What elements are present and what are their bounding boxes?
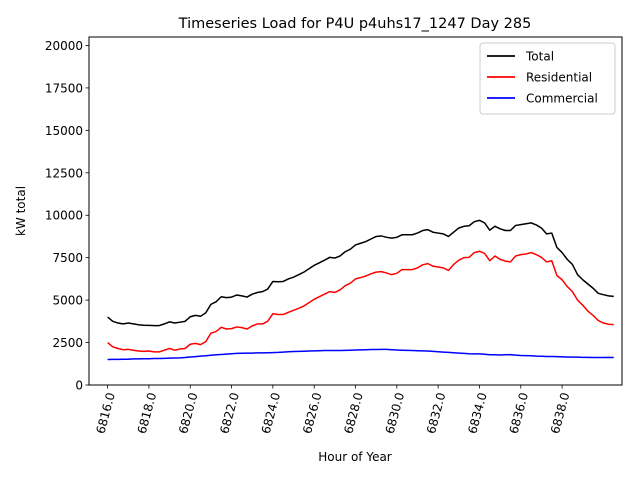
legend-label-residential: Residential: [526, 71, 592, 85]
series-layer: [107, 219, 614, 361]
x-tick-label: 6828.0: [341, 391, 365, 435]
y-tick-label: 5000: [52, 294, 83, 308]
x-tick-label: 6836.0: [507, 391, 531, 435]
series-line-commercial: [107, 348, 614, 361]
y-tick-label: 7500: [52, 251, 83, 265]
x-axis: 6816.0 6818.0 6820.0 6822.0 6824.0 6826.0 6828…: [93, 385, 572, 435]
legend-items: Total Residential Commercial: [487, 50, 598, 106]
series-line-total: [107, 219, 614, 327]
y-tick-label: 0: [75, 379, 83, 393]
x-tick-label: 6838.0: [548, 391, 572, 435]
chart-title: Timeseries Load for P4U p4uhs17_1247 Day…: [178, 16, 532, 32]
x-tick-label: 6824.0: [259, 391, 283, 435]
x-tick-label: 6826.0: [300, 391, 324, 435]
y-axis-label: kW total: [14, 186, 28, 236]
y-tick-label: 15000: [45, 124, 83, 138]
x-axis-label: Hour of Year: [318, 450, 392, 464]
y-axis: 0 2500 5000 7500 10000 12500 15000 17500 20000: [45, 39, 89, 393]
legend-label-commercial: Commercial: [526, 92, 598, 106]
x-tick-label: 6816.0: [93, 391, 117, 435]
x-tick-label: 6818.0: [135, 391, 159, 435]
legend-box: [479, 42, 616, 115]
y-tick-label: 12500: [45, 166, 83, 180]
series-line-residential: [107, 250, 614, 353]
x-tick-label: 6834.0: [465, 391, 489, 435]
x-tick-label: 6820.0: [176, 391, 200, 435]
x-tick-label: 6830.0: [383, 391, 407, 435]
x-tick-label: 6822.0: [217, 391, 241, 435]
legend: Total Residential Commercial: [479, 42, 616, 115]
y-tick-label: 10000: [45, 209, 83, 223]
y-tick-label: 2500: [52, 336, 83, 350]
y-tick-label: 17500: [45, 81, 83, 95]
legend-label-total: Total: [525, 50, 554, 64]
x-tick-label: 6832.0: [424, 391, 448, 435]
y-tick-label: 20000: [45, 39, 83, 53]
